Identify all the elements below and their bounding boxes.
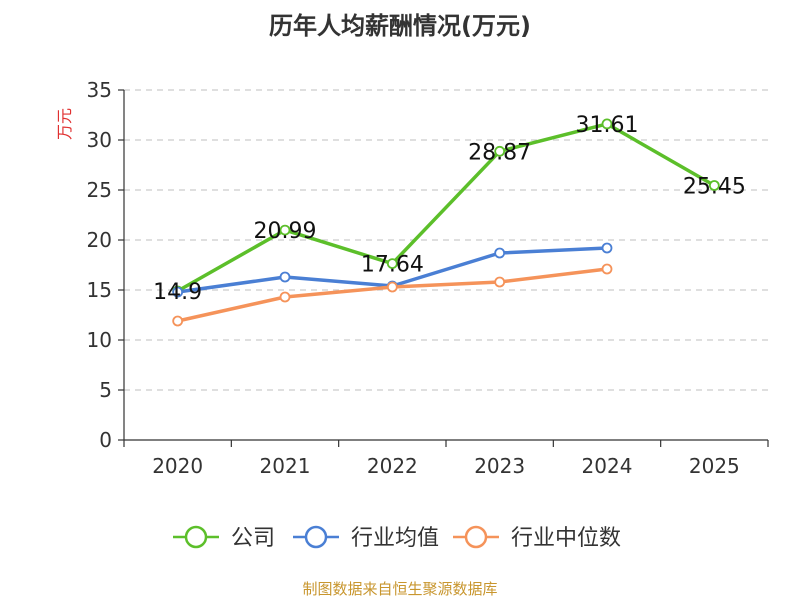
series-points bbox=[172, 118, 720, 327]
series-2-point-4 bbox=[601, 263, 613, 275]
data-label: 28.87 bbox=[468, 140, 531, 165]
source-note: 制图数据来自恒生聚源数据库 bbox=[302, 580, 498, 598]
data-label: 17.64 bbox=[361, 253, 424, 278]
x-tick-label-2024: 2024 bbox=[582, 454, 633, 478]
data-label: 25.45 bbox=[683, 175, 746, 200]
legend-item-2: 行业中位数 bbox=[453, 525, 621, 551]
y-tick-label: 0 bbox=[99, 428, 112, 452]
series-1-point-4 bbox=[601, 242, 613, 254]
y-tick-label: 5 bbox=[99, 378, 112, 402]
legend: 公司 行业均值 行业中位数 bbox=[173, 525, 621, 551]
legend-item-1: 行业均值 bbox=[293, 525, 439, 551]
series-0-point-3 bbox=[494, 145, 506, 157]
data-labels: 14.9 20.99 17.64 28.87 31.61 25.45 bbox=[153, 113, 746, 305]
series-0-point-4 bbox=[601, 118, 613, 130]
series-1-point-3 bbox=[494, 247, 506, 259]
y-tick-label: 30 bbox=[87, 128, 112, 152]
x-tick-label-2020: 2020 bbox=[152, 454, 203, 478]
series-0-point-2 bbox=[386, 258, 398, 270]
y-tick-label: 15 bbox=[87, 278, 112, 302]
legend-label: 行业中位数 bbox=[511, 526, 621, 551]
series-1-point-0 bbox=[172, 286, 184, 298]
legend-label: 公司 bbox=[231, 526, 275, 551]
series-0-point-5 bbox=[708, 180, 720, 191]
series-2-point-2 bbox=[386, 281, 398, 293]
x-tick-label-2025: 2025 bbox=[689, 454, 740, 478]
x-tick-label-2021: 2021 bbox=[260, 454, 311, 478]
data-label: 14.9 bbox=[153, 280, 202, 305]
series-2-point-3 bbox=[494, 276, 506, 288]
chart-title: 历年人均薪酬情况(万元) bbox=[269, 12, 531, 40]
series-1-point-1 bbox=[279, 271, 291, 283]
y-axis-label: 万元 bbox=[55, 108, 74, 140]
legend-marker bbox=[304, 525, 328, 549]
legend-item-0: 公司 bbox=[173, 525, 275, 551]
axes bbox=[118, 89, 769, 447]
y-tick-label: 25 bbox=[87, 178, 112, 202]
series-2-point-1 bbox=[279, 291, 291, 303]
y-tick-label: 35 bbox=[87, 78, 112, 102]
legend-label: 行业均值 bbox=[351, 526, 439, 551]
x-tick-label-2022: 2022 bbox=[367, 454, 418, 478]
series-2-point-0 bbox=[172, 315, 184, 327]
series-0-point-1 bbox=[279, 224, 291, 236]
data-label: 20.99 bbox=[254, 219, 317, 244]
y-tick-label: 20 bbox=[87, 228, 112, 252]
legend-marker bbox=[184, 525, 208, 549]
y-tick-labels: 0 5 10 15 20 25 30 35 bbox=[87, 78, 112, 452]
x-tick-labels: 2020 2021 2022 2023 2024 2025 bbox=[152, 454, 740, 478]
legend-marker bbox=[464, 525, 488, 549]
series-line-0 bbox=[176, 122, 716, 293]
grid-lines bbox=[124, 89, 768, 391]
x-tick-label-2023: 2023 bbox=[474, 454, 525, 478]
y-tick-label: 10 bbox=[87, 328, 112, 352]
data-label: 31.61 bbox=[576, 113, 639, 138]
